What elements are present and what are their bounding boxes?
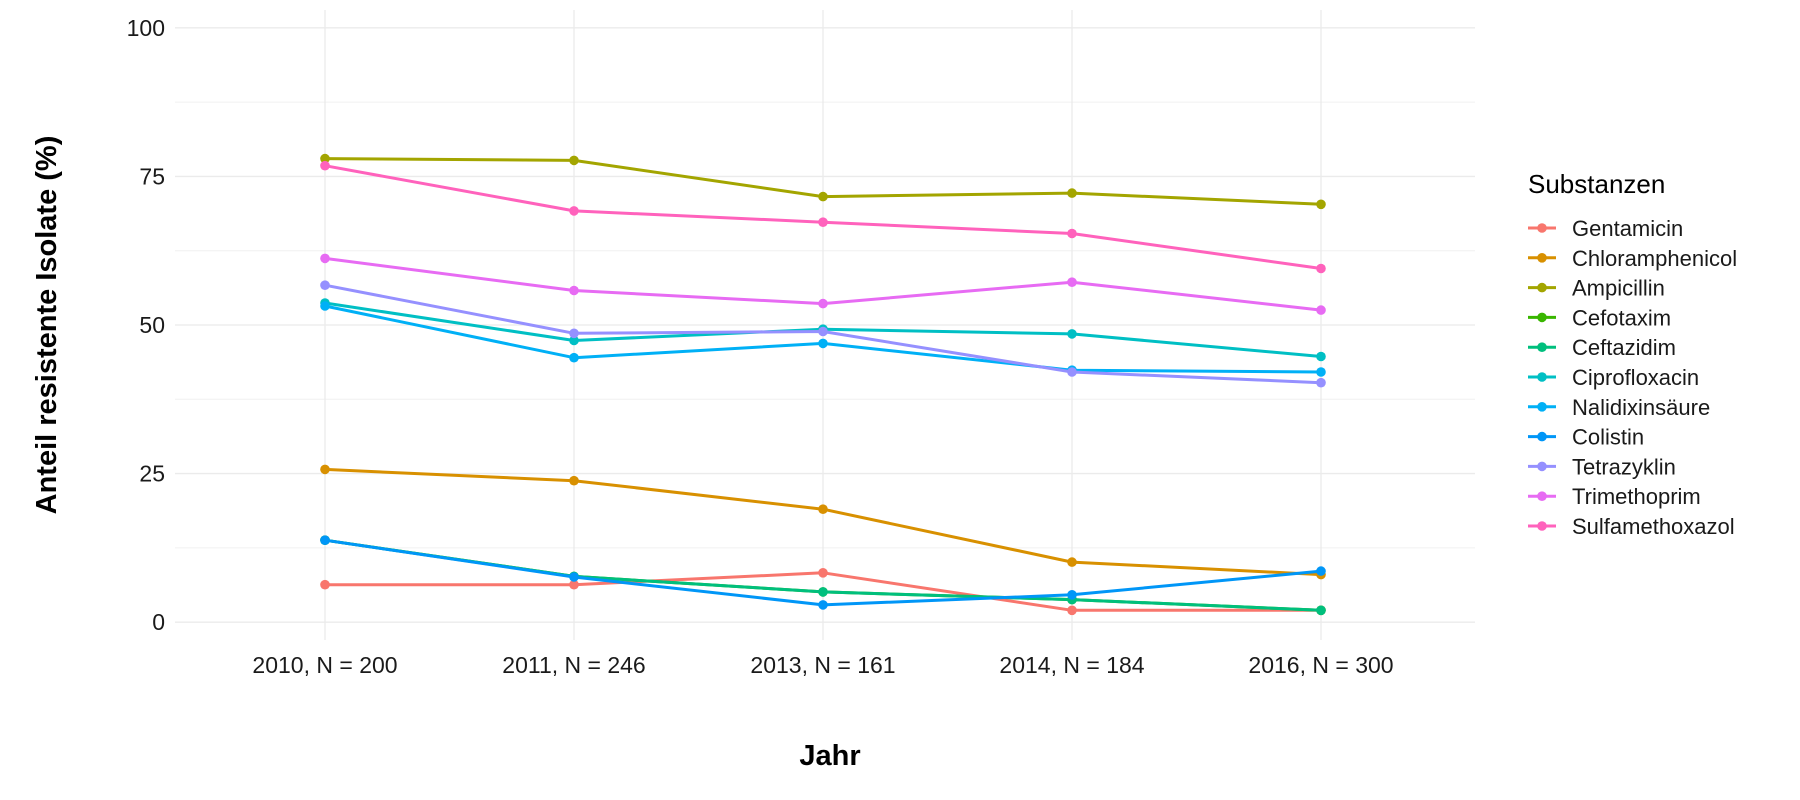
data-point-ampicillin [1067, 188, 1077, 198]
y-tick-label: 75 [139, 163, 165, 189]
x-tick-label: 2016, N = 300 [1248, 652, 1393, 678]
legend-item-cefotaxim: Cefotaxim [1528, 305, 1671, 330]
data-point-chloramphenicol [569, 475, 579, 486]
data-point-colistin [1067, 590, 1077, 600]
data-point-tetrazyklin [1316, 377, 1326, 388]
data-point-colistin [569, 572, 579, 582]
legend-label: Nalidixinsäure [1572, 395, 1710, 420]
data-point-gentamicin [569, 579, 579, 590]
data-point-ampicillin [818, 191, 828, 202]
legend-item-chloramphenicol: Chloramphenicol [1528, 246, 1737, 271]
legend-label: Tetrazyklin [1572, 454, 1676, 479]
x-tick-label: 2013, N = 161 [750, 652, 895, 678]
x-tick-label: 2010, N = 200 [252, 652, 397, 678]
legend-label: Ampicillin [1572, 276, 1665, 301]
data-point-sulfamethoxazol [1067, 228, 1077, 239]
data-point-sulfamethoxazol [320, 160, 330, 171]
data-point-ceftazidim [1316, 605, 1326, 616]
data-point-sulfamethoxazol [569, 206, 579, 216]
legend-item-tetrazyklin: Tetrazyklin [1528, 454, 1676, 479]
data-point-trimethoprim [818, 298, 828, 309]
data-point-nalidixins-ure [818, 338, 828, 349]
data-point-ciprofloxacin [1316, 351, 1326, 362]
legend-label: Gentamicin [1572, 216, 1683, 241]
series-tetrazyklin [320, 280, 1326, 388]
legend-key-point [1537, 372, 1547, 382]
data-point-nalidixins-ure [1316, 367, 1326, 377]
x-tick-label: 2011, N = 246 [502, 652, 645, 678]
data-point-chloramphenicol [818, 504, 828, 514]
legend-key-point [1537, 402, 1547, 412]
legend-key-point [1537, 431, 1547, 442]
legend-label: Trimethoprim [1572, 484, 1701, 509]
data-point-ceftazidim [818, 587, 828, 597]
data-point-trimethoprim [1316, 305, 1326, 315]
legend-item-nalidixins-ure: Nalidixinsäure [1528, 395, 1710, 420]
x-axis-title: Jahr [799, 740, 860, 772]
y-tick-label: 25 [139, 461, 165, 487]
data-point-tetrazyklin [1067, 367, 1077, 377]
series-layer [320, 153, 1326, 616]
data-point-gentamicin [320, 579, 330, 590]
data-point-trimethoprim [1067, 277, 1077, 288]
data-point-ciprofloxacin [569, 335, 579, 346]
legend-item-ciprofloxacin: Ciprofloxacin [1528, 365, 1699, 390]
series-trimethoprim [320, 253, 1326, 315]
legend-label: Colistin [1572, 425, 1644, 450]
data-point-ampicillin [569, 155, 579, 166]
data-point-gentamicin [1067, 605, 1077, 616]
legend-label: Cefotaxim [1572, 305, 1671, 330]
data-point-trimethoprim [569, 285, 579, 296]
legend-key-point [1537, 223, 1547, 233]
series-colistin [320, 535, 1326, 610]
legend-item-ceftazidim: Ceftazidim [1528, 335, 1676, 360]
legend-item-ampicillin: Ampicillin [1528, 276, 1665, 301]
data-point-ampicillin [1316, 199, 1326, 210]
data-point-nalidixins-ure [320, 301, 330, 311]
legend-item-colistin: Colistin [1528, 425, 1644, 450]
data-point-sulfamethoxazol [1316, 263, 1326, 274]
legend-key-point [1537, 282, 1547, 293]
data-point-nalidixins-ure [569, 352, 579, 363]
y-tick-label: 100 [127, 15, 165, 41]
legend-key-point [1537, 252, 1547, 263]
legend-key-point [1537, 312, 1547, 323]
data-point-colistin [1316, 566, 1326, 576]
data-point-tetrazyklin [320, 280, 330, 291]
axis-tick-labels: 0 25 50 75 100 2010, N = 200 2011, N = 246 2013… [127, 15, 1394, 678]
x-tick-label: 2014, N = 184 [999, 652, 1144, 678]
data-point-ciprofloxacin [1067, 329, 1077, 339]
legend-key-point [1537, 521, 1547, 531]
data-point-tetrazyklin [569, 328, 579, 339]
legend-key-point [1537, 342, 1547, 353]
data-point-tetrazyklin [818, 326, 828, 337]
y-tick-label: 50 [139, 312, 165, 338]
legend-key-point [1537, 491, 1547, 502]
data-point-chloramphenicol [1067, 557, 1077, 567]
data-point-trimethoprim [320, 253, 330, 264]
series-ampicillin [320, 153, 1326, 210]
legend-label: Ceftazidim [1572, 335, 1676, 360]
legend-label: Chloramphenicol [1572, 246, 1737, 271]
y-tick-label: 0 [152, 609, 165, 635]
legend-item-gentamicin: Gentamicin [1528, 216, 1683, 241]
legend-item-sulfamethoxazol: Sulfamethoxazol [1528, 514, 1735, 539]
series-sulfamethoxazol [320, 160, 1326, 274]
data-point-chloramphenicol [320, 464, 330, 475]
legend-title: Substanzen [1528, 169, 1665, 199]
series-chloramphenicol [320, 464, 1326, 580]
legend: Substanzen Gentamicin Chloramphenicol Ampi… [1528, 169, 1737, 539]
data-point-colistin [320, 535, 330, 545]
legend-key-point [1537, 461, 1547, 472]
y-axis-title: Anteil resistente Isolate (%) [31, 136, 63, 515]
legend-item-trimethoprim: Trimethoprim [1528, 484, 1701, 509]
data-point-gentamicin [818, 568, 828, 578]
data-point-ampicillin [320, 153, 330, 164]
legend-label: Sulfamethoxazol [1572, 514, 1735, 539]
data-point-colistin [818, 600, 828, 610]
data-point-sulfamethoxazol [818, 217, 828, 227]
legend-label: Ciprofloxacin [1572, 365, 1699, 390]
